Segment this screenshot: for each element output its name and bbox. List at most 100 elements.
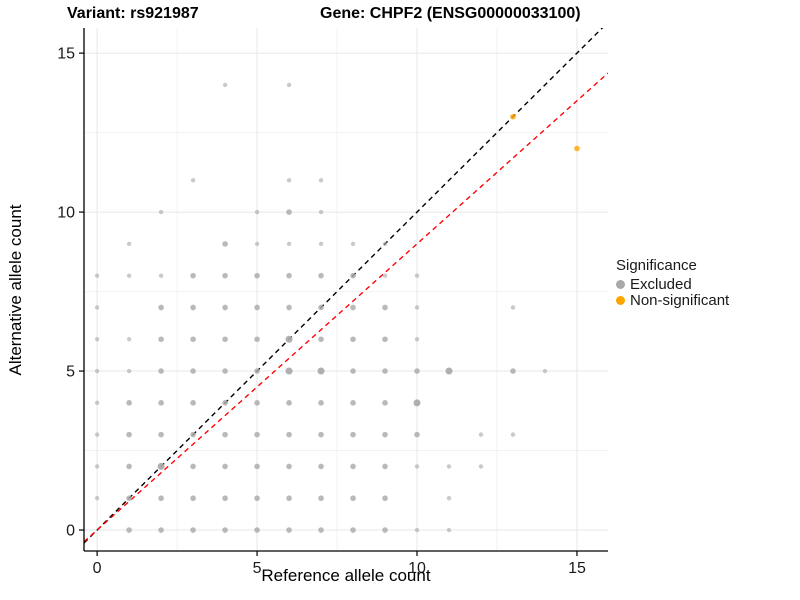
x-axis-title: Reference allele count [261,566,431,585]
point-excluded [286,241,292,247]
point-excluded [318,431,324,438]
point-excluded [94,368,100,374]
point-excluded [317,367,325,375]
point-excluded [190,495,196,502]
point-excluded [190,178,196,183]
point-excluded [350,272,356,279]
point-excluded [382,400,388,406]
point-excluded [318,527,324,533]
point-excluded [318,463,324,470]
point-excluded [94,464,100,469]
point-excluded [222,431,228,438]
point-excluded [254,463,260,470]
fit-line [84,72,608,543]
point-excluded [285,335,293,343]
point-excluded [382,273,388,278]
y-tick-label: 0 [66,523,75,540]
point-excluded [157,462,165,470]
point-excluded [382,304,388,311]
point-excluded [382,241,388,247]
point-excluded [222,495,228,502]
point-excluded [285,367,293,375]
point-excluded [382,495,388,502]
point-excluded [190,431,196,438]
point-excluded [478,432,484,437]
legend-title: Significance [616,257,697,274]
point-excluded [445,367,453,375]
point-excluded [158,368,164,374]
point-excluded [318,495,324,502]
y-tick-label: 5 [66,364,75,381]
point-excluded [382,431,388,438]
point-excluded [158,304,164,311]
point-excluded [126,337,132,342]
point-excluded [446,527,452,533]
point-excluded [190,304,196,311]
point-excluded [254,304,260,311]
point-excluded [286,431,292,438]
point-excluded [254,431,260,438]
legend-item-non-significant: Non-significant [616,292,729,309]
point-excluded [190,400,196,406]
point-excluded [318,178,324,183]
point-excluded [126,273,132,278]
point-excluded [254,272,260,279]
point-excluded [414,368,420,374]
point-excluded [126,527,132,533]
point-excluded [222,82,228,88]
point-excluded [382,463,388,470]
point-excluded [350,336,356,343]
point-excluded [222,304,228,311]
point-non-significant [510,113,516,120]
point-excluded [126,463,132,470]
point-excluded [94,305,100,310]
point-excluded [446,496,452,501]
point-excluded [414,431,420,438]
point-excluded [382,336,388,343]
point-excluded [510,432,516,437]
excluded-dot-icon [616,279,625,289]
x-tick-label: 5 [253,560,262,577]
point-excluded [254,400,260,406]
point-excluded [222,241,228,247]
point-excluded [286,495,292,502]
identity-line [84,28,604,544]
legend-item-excluded: Excluded [616,275,729,293]
point-excluded [158,400,164,406]
y-tick-label: 10 [57,205,75,222]
point-excluded [318,400,324,406]
point-excluded [414,337,420,342]
point-excluded [254,209,260,215]
point-excluded [382,527,388,533]
point-excluded [190,336,196,343]
point-excluded [94,337,100,342]
point-excluded [286,527,292,533]
point-excluded [286,178,292,183]
point-excluded [222,272,228,279]
x-tick-label: 0 [93,560,102,577]
point-excluded [190,463,196,470]
point-excluded [254,241,260,247]
point-excluded [478,464,484,469]
legend-item-label: Excluded [630,275,692,293]
point-excluded [318,241,324,247]
point-excluded [414,464,420,469]
point-excluded [254,527,260,533]
point-excluded [254,495,260,502]
point-excluded [286,272,292,279]
y-tick-label: 15 [57,46,75,63]
point-excluded [350,495,356,502]
point-excluded [350,431,356,438]
point-excluded [414,273,420,278]
point-excluded [94,273,100,278]
point-non-significant [574,145,580,152]
point-excluded [318,336,324,343]
point-excluded [158,336,164,343]
point-excluded [350,463,356,470]
point-excluded [350,368,356,374]
point-excluded [413,399,421,407]
point-excluded [254,368,260,374]
point-excluded [254,336,260,343]
